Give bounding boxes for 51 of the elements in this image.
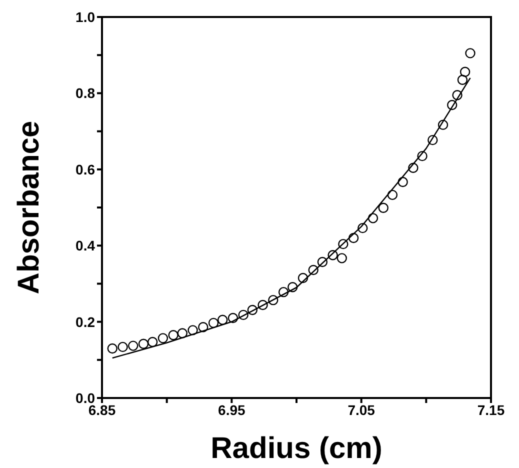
x-axis-title: Radius (cm): [210, 432, 382, 465]
point: [447, 100, 458, 110]
point: [336, 253, 347, 264]
point: [338, 238, 348, 250]
point: [398, 176, 408, 188]
point: [452, 90, 462, 100]
point: [308, 264, 318, 276]
point: [147, 336, 158, 348]
point: [238, 310, 248, 320]
point: [228, 312, 238, 324]
point: [188, 325, 198, 336]
y-tick-label: 0.0: [76, 390, 96, 406]
point: [118, 342, 128, 352]
point: [348, 232, 359, 244]
point: [278, 286, 289, 298]
point: [317, 256, 328, 268]
point: [247, 304, 258, 316]
point: [138, 338, 149, 349]
point: [198, 322, 208, 332]
y-tick-label: 0.2: [76, 314, 96, 330]
point: [107, 343, 118, 354]
point: [268, 294, 278, 306]
point: [465, 48, 476, 58]
point: [368, 213, 378, 224]
y-tick-label: 0.6: [76, 161, 96, 178]
x-tick-label: 7.15: [477, 402, 505, 418]
point: [428, 134, 438, 146]
point: [168, 330, 178, 340]
y-tick-label: 1.0: [76, 8, 96, 25]
point: [457, 74, 468, 85]
point: [460, 66, 470, 77]
point: [358, 222, 368, 234]
point: [258, 300, 268, 310]
x-tick-label: 7.05: [348, 402, 376, 418]
point: [378, 202, 388, 213]
point: [217, 314, 228, 325]
y-axis-title: Absorbance: [12, 120, 46, 294]
point: [408, 162, 418, 173]
point: [208, 318, 219, 328]
point: [438, 120, 448, 130]
point: [417, 150, 428, 162]
point: [158, 333, 168, 344]
point: [387, 190, 398, 200]
point: [177, 328, 188, 338]
point: [128, 340, 138, 351]
point: [288, 282, 298, 292]
point: [298, 272, 308, 284]
y-tick-label: 0.8: [76, 85, 96, 102]
y-tick-label: 0.4: [76, 238, 96, 254]
x-tick-label: 6.95: [218, 402, 246, 418]
point: [328, 250, 338, 260]
